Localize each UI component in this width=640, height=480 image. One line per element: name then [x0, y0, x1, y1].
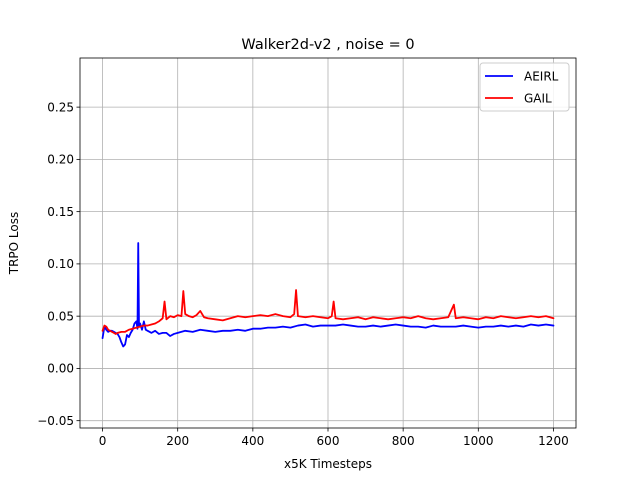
- y-tick-label: 0.15: [47, 205, 74, 219]
- x-tick-label: 0: [99, 434, 107, 448]
- legend-label-gail: GAIL: [524, 92, 552, 106]
- y-tick-label: 0.25: [47, 100, 74, 114]
- x-tick-label: 400: [241, 434, 264, 448]
- axis-ticks: 0 200 400 600 800 1000 1200 −0.05 0.00 0.05 0.10 0.…: [37, 100, 569, 448]
- y-tick-label: −0.05: [37, 414, 74, 428]
- legend: AEIRL GAIL: [479, 62, 570, 112]
- y-tick-label: 0.10: [47, 257, 74, 271]
- x-tick-label: 1000: [463, 434, 494, 448]
- y-axis-label: TRPO Loss: [7, 212, 21, 275]
- legend-box: [479, 62, 570, 112]
- grid: [80, 58, 576, 428]
- chart-title: Walker2d-v2 , noise = 0: [241, 37, 414, 53]
- series-line-gail: [101, 289, 555, 335]
- y-tick-label: 0.20: [47, 153, 74, 167]
- y-tick-label: 0.05: [47, 309, 74, 323]
- series-line-aeirl: [101, 242, 555, 348]
- x-tick-label: 200: [166, 434, 189, 448]
- x-tick-label: 1200: [538, 434, 569, 448]
- plot-series: [101, 242, 555, 348]
- plot-frame: [79, 57, 577, 429]
- x-tick-label: 600: [317, 434, 340, 448]
- legend-label-aeirl: AEIRL: [524, 70, 559, 84]
- x-tick-label: 800: [392, 434, 415, 448]
- y-tick-label: 0.00: [47, 362, 74, 376]
- x-axis-label: x5K Timesteps: [284, 457, 372, 471]
